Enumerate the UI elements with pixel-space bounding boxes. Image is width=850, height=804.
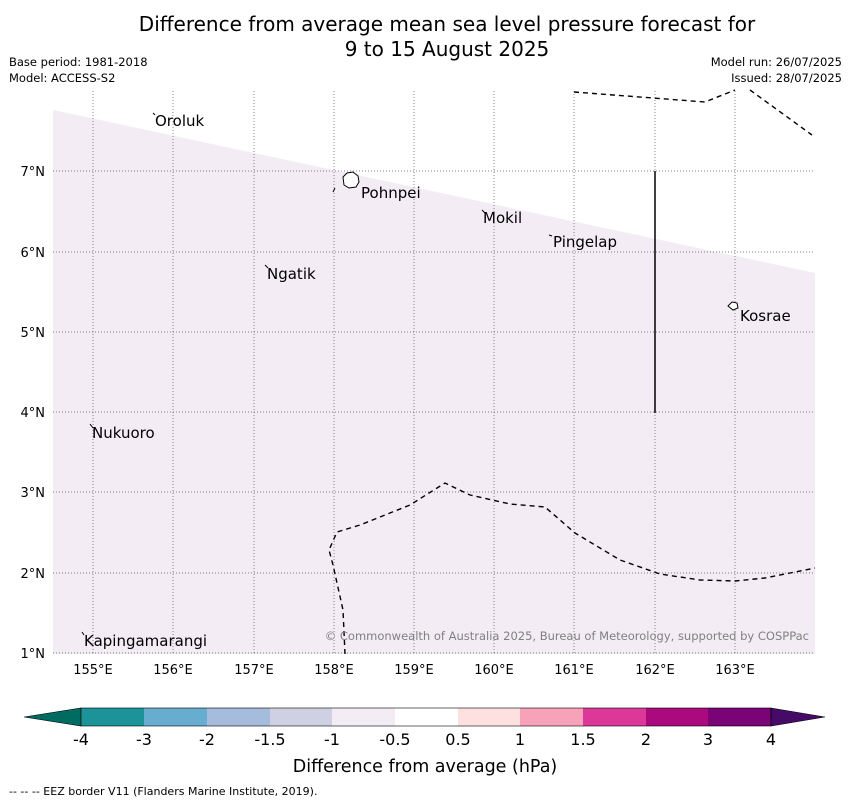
colorbar-segment [708, 708, 771, 726]
colorbar-tick-label: 3 [703, 730, 713, 749]
place-label: Ngatik [267, 265, 316, 283]
colorbar-tick-label: 0.5 [445, 730, 470, 749]
eez-borders [328, 89, 816, 655]
lat-tick-label: 2°N [21, 567, 46, 582]
lon-tick-label: 160°E [474, 663, 514, 678]
colorbar-tick-label: -4 [73, 730, 89, 749]
title-line-2: 9 to 15 August 2025 [344, 37, 550, 61]
colorbar-tick-label: 4 [766, 730, 776, 749]
colorbar-tick-label: 1 [515, 730, 525, 749]
colorbar-tick-label: 1.5 [570, 730, 595, 749]
lat-tick-label: 1°N [21, 647, 46, 662]
graticule [53, 91, 815, 654]
place-label: Kapingamarangi [84, 632, 207, 650]
metadata-right: Model run: 26/07/2025 Issued: 28/07/2025 [711, 54, 842, 86]
colorbar-segment [458, 708, 520, 726]
colorbar-segment [332, 708, 395, 726]
longitude-ticks: 155°E 156°E 157°E 158°E 159°E 160°E 161°… [73, 663, 755, 678]
map-title: Difference from average mean sea level p… [0, 12, 850, 62]
colorbar-segment [520, 708, 583, 726]
latitude-ticks: 7°N 6°N 5°N 4°N 3°N 2°N 1°N [21, 165, 46, 662]
colorbar-segment [395, 708, 458, 726]
eez-border-south [328, 482, 816, 655]
place-label: Mokil [483, 209, 522, 227]
islet [332, 187, 336, 193]
base-period: Base period: 1981-2018 [9, 55, 148, 69]
lon-tick-label: 158°E [314, 663, 354, 678]
colorbar-tick-label: -3 [136, 730, 152, 749]
lon-tick-label: 156°E [153, 663, 193, 678]
pingelap-atoll [548, 234, 553, 237]
lon-tick-label: 162°E [635, 663, 675, 678]
copyright-notice: © Commonwealth of Australia 2025, Bureau… [325, 629, 809, 643]
colorbar-tick-label: -0.5 [379, 730, 410, 749]
pohnpei-island [342, 171, 360, 189]
lat-tick-label: 7°N [21, 165, 46, 180]
model-run-date: Model run: 26/07/2025 [710, 55, 842, 69]
colorbar-tick-label: -1 [324, 730, 340, 749]
lon-tick-label: 161°E [554, 663, 594, 678]
metadata-left: Base period: 1981-2018 Model: ACCESS-S2 [9, 54, 148, 86]
lat-tick-label: 4°N [21, 406, 46, 421]
colorbar-segment [207, 708, 270, 726]
colorbar-segment [583, 708, 646, 726]
issued-date: Issued: 28/07/2025 [731, 71, 842, 85]
colorbar-segment [144, 708, 207, 726]
eez-legend-note: -- -- -- EEZ border V11 (Flanders Marine… [9, 785, 318, 798]
eez-border-north [573, 89, 813, 136]
colorbar-tick-label: -2 [199, 730, 215, 749]
colorbar-segment [646, 708, 708, 726]
map-panel: Oroluk Pohnpei Mokil Pingelap Ngatik Kos… [21, 89, 816, 678]
colorbar-tick-label: -1.5 [254, 730, 285, 749]
place-label: Nukuoro [92, 424, 155, 442]
place-label: Pohnpei [361, 184, 421, 202]
place-label: Oroluk [155, 112, 204, 130]
place-label: Pingelap [553, 233, 617, 251]
colorbar-frame [80, 707, 772, 727]
lon-tick-label: 163°E [715, 663, 755, 678]
colorbar-left-arrow [23, 707, 82, 727]
kapingamarangi-atoll [81, 631, 85, 636]
colorbar-tick-label: 2 [641, 730, 651, 749]
oroluk-atoll [152, 112, 156, 116]
place-label: Kosrae [740, 307, 791, 325]
colorbar-right-arrow [770, 707, 826, 727]
mokil-atoll [481, 209, 486, 214]
model-name: Model: ACCESS-S2 [9, 71, 116, 85]
pressure-anomaly-shading [53, 110, 815, 654]
kosrae-island [727, 301, 739, 311]
place-labels: Oroluk Pohnpei Mokil Pingelap Ngatik Kos… [84, 112, 791, 650]
lat-tick-label: 6°N [21, 246, 46, 261]
colorbar-ticks: -4 -3 -2 -1.5 -1 -0.5 0.5 1 1.5 2 3 4 [73, 730, 776, 749]
colorbar: -4 -3 -2 -1.5 -1 -0.5 0.5 1 1.5 2 3 4 Di… [23, 707, 826, 777]
colorbar-segment [270, 708, 332, 726]
ngatik-atoll [264, 264, 269, 269]
lat-tick-label: 3°N [21, 486, 46, 501]
nukuoro-atoll [89, 423, 94, 429]
colorbar-segment [81, 708, 144, 726]
colorbar-title: Difference from average (hPa) [293, 757, 558, 777]
islands [81, 112, 739, 636]
lon-tick-label: 157°E [234, 663, 274, 678]
lon-tick-label: 155°E [73, 663, 113, 678]
title-line-1: Difference from average mean sea level p… [138, 12, 756, 36]
lon-tick-label: 159°E [394, 663, 434, 678]
lat-tick-label: 5°N [21, 326, 46, 341]
